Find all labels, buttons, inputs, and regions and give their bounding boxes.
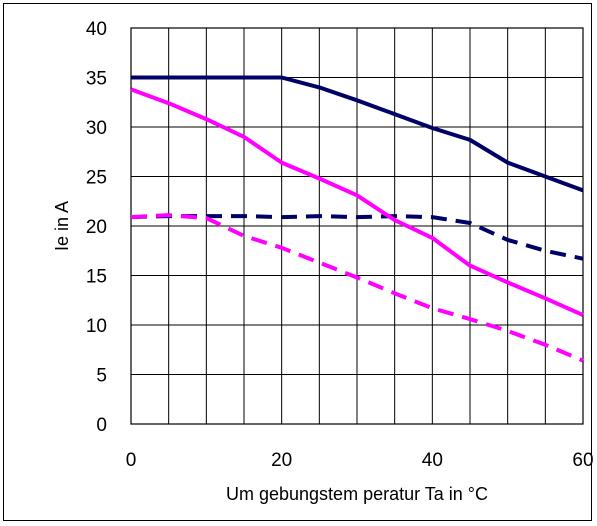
y-tick-label: 20 bbox=[86, 217, 107, 238]
y-tick-label: 0 bbox=[96, 415, 107, 436]
tick-labels: 0 5 10 15 20 25 30 35 40 0 20 40 60 bbox=[86, 19, 594, 471]
y-tick-label: 40 bbox=[86, 19, 107, 40]
y-tick-label: 10 bbox=[86, 316, 107, 337]
x-tick-label: 0 bbox=[126, 450, 137, 471]
series-line-1 bbox=[131, 75, 584, 193]
y-tick-label: 30 bbox=[86, 118, 107, 139]
plot-area-border bbox=[130, 27, 584, 425]
y-tick-label: 35 bbox=[86, 69, 107, 90]
chart-frame bbox=[3, 3, 592, 521]
y-axis-title: Ie in A bbox=[52, 201, 72, 251]
y-tick-label: 5 bbox=[96, 366, 107, 387]
x-axis-title: Um gebungstem peratur Ta in °C bbox=[226, 484, 488, 504]
y-tick-label: 25 bbox=[86, 168, 107, 189]
x-tick-label: 40 bbox=[422, 450, 443, 471]
x-tick-label: 60 bbox=[572, 450, 593, 471]
x-tick-label: 20 bbox=[271, 450, 292, 471]
series-line-4 bbox=[130, 213, 584, 363]
grid bbox=[130, 27, 584, 425]
series-layer bbox=[130, 75, 584, 363]
series-line-3 bbox=[130, 87, 584, 317]
y-tick-label: 15 bbox=[86, 267, 107, 288]
